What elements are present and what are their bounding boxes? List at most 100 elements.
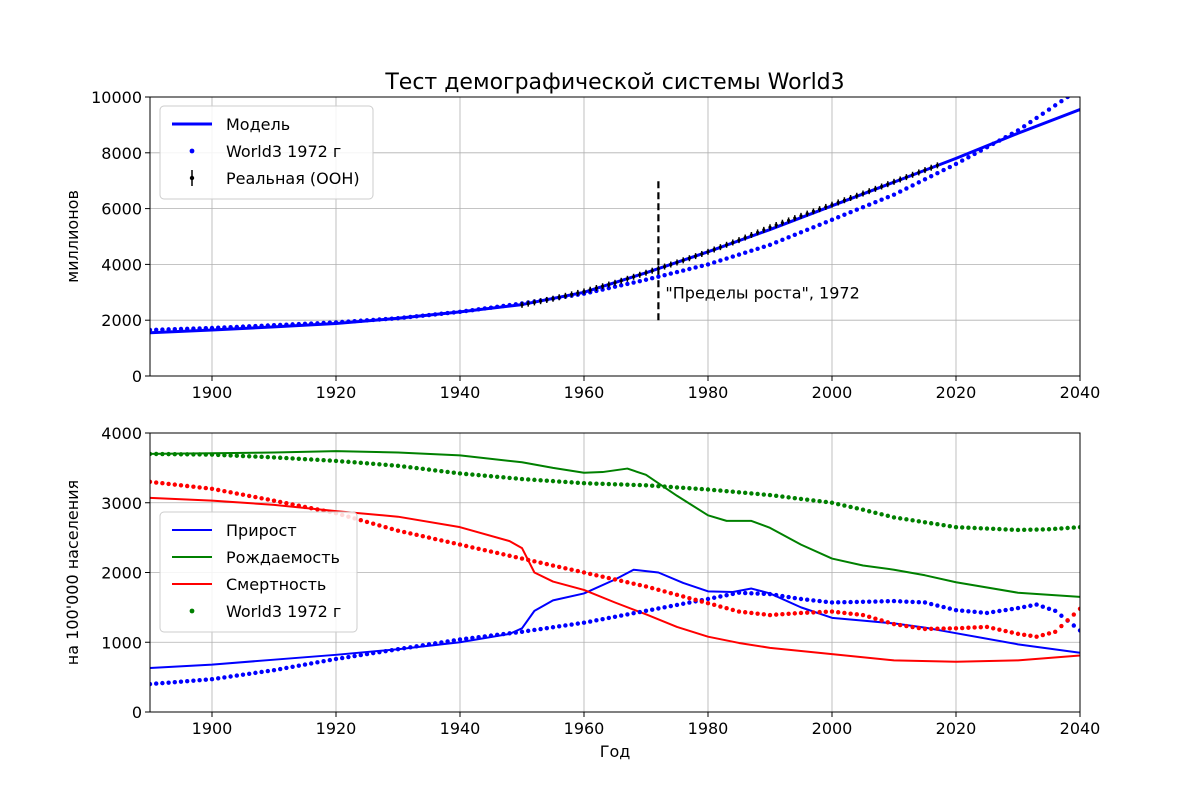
series-point bbox=[327, 458, 332, 463]
series-point bbox=[1015, 128, 1021, 133]
series-point bbox=[290, 456, 295, 461]
series-point bbox=[867, 614, 872, 620]
series-point bbox=[358, 460, 363, 466]
errorbar-point bbox=[625, 277, 630, 281]
errorbar-point bbox=[526, 302, 530, 306]
series-point bbox=[433, 536, 438, 542]
errorbar-point bbox=[582, 289, 586, 294]
series-point bbox=[408, 531, 413, 536]
series-point bbox=[805, 497, 810, 502]
series-point bbox=[656, 606, 661, 611]
series-point bbox=[811, 225, 816, 230]
x-tick-label: 1920 bbox=[316, 719, 357, 738]
x-tick-label: 1920 bbox=[316, 383, 357, 402]
series-point bbox=[240, 324, 246, 329]
series-point bbox=[216, 676, 221, 681]
y-tick-label: 0 bbox=[132, 367, 142, 386]
series-point bbox=[966, 525, 971, 530]
series-point bbox=[402, 529, 407, 535]
series-point bbox=[681, 268, 686, 273]
series-point bbox=[166, 327, 171, 332]
series-point bbox=[216, 487, 221, 493]
errorbar-point bbox=[669, 262, 673, 267]
series-point bbox=[234, 673, 239, 678]
series-point bbox=[451, 638, 456, 643]
series-point bbox=[650, 607, 655, 612]
series-point bbox=[395, 316, 401, 321]
series-point bbox=[860, 599, 866, 604]
series-point bbox=[656, 274, 661, 279]
series-point bbox=[150, 681, 153, 687]
legend-box bbox=[159, 105, 374, 200]
series-point bbox=[786, 495, 791, 500]
series-point bbox=[736, 490, 742, 495]
errorbar-point bbox=[873, 187, 878, 191]
series-point bbox=[724, 488, 729, 494]
errorbar-point bbox=[706, 250, 710, 254]
series-point bbox=[513, 476, 518, 481]
errorbar-point bbox=[867, 189, 871, 193]
legend-label: Рождаемость bbox=[226, 548, 340, 567]
errorbar-point bbox=[663, 264, 667, 269]
series-point bbox=[817, 598, 822, 604]
series-point bbox=[805, 227, 810, 232]
series-point bbox=[464, 308, 469, 314]
series-point bbox=[625, 482, 630, 487]
series-point bbox=[749, 248, 754, 253]
series-point bbox=[191, 452, 196, 457]
series-point bbox=[234, 324, 239, 330]
series-point bbox=[699, 486, 704, 492]
series-point bbox=[563, 479, 568, 485]
series-point bbox=[550, 478, 556, 484]
series-point bbox=[1059, 98, 1064, 104]
series-point bbox=[228, 674, 233, 679]
series-point bbox=[420, 534, 425, 539]
series-point bbox=[631, 280, 636, 285]
y-axis-label: на 100'000 населения bbox=[63, 480, 82, 665]
series-point bbox=[290, 502, 295, 507]
series-point bbox=[296, 503, 301, 508]
series-point bbox=[997, 627, 1002, 632]
series-point bbox=[364, 651, 370, 657]
series-point bbox=[476, 472, 481, 478]
series-point bbox=[1009, 527, 1014, 532]
series-point bbox=[749, 610, 754, 616]
series-point bbox=[296, 321, 301, 327]
series-dots-5 bbox=[150, 479, 1080, 639]
series-point bbox=[532, 559, 537, 564]
series-point bbox=[259, 454, 264, 460]
series-point bbox=[172, 326, 177, 332]
series-point bbox=[197, 452, 202, 457]
series-point bbox=[848, 611, 853, 616]
errorbar-point bbox=[700, 252, 704, 256]
series-point bbox=[625, 580, 630, 585]
series-point bbox=[302, 321, 308, 327]
errorbar-point bbox=[811, 209, 816, 213]
errorbar-point bbox=[836, 200, 840, 205]
series-point bbox=[798, 496, 804, 502]
series-point bbox=[1009, 131, 1014, 137]
series-point bbox=[433, 468, 438, 473]
series-point bbox=[333, 458, 339, 464]
series-point bbox=[805, 610, 810, 615]
series-point bbox=[829, 217, 835, 222]
errorbar-point bbox=[805, 212, 809, 216]
series-point bbox=[259, 496, 264, 501]
series-point bbox=[352, 653, 357, 659]
series-point bbox=[1065, 618, 1070, 623]
series-point bbox=[953, 524, 959, 530]
series-point bbox=[687, 266, 692, 272]
series-point bbox=[185, 678, 190, 684]
series-point bbox=[922, 600, 928, 605]
series-point bbox=[674, 592, 680, 598]
series-point bbox=[1046, 631, 1052, 636]
series-point bbox=[947, 523, 952, 529]
series-point bbox=[507, 553, 512, 558]
series-point bbox=[495, 474, 500, 479]
series-point bbox=[228, 490, 233, 495]
series-point bbox=[966, 155, 971, 160]
series-point bbox=[383, 316, 388, 322]
series-point bbox=[557, 479, 562, 484]
series-point bbox=[550, 625, 556, 630]
y-tick-label: 4000 bbox=[101, 424, 142, 443]
